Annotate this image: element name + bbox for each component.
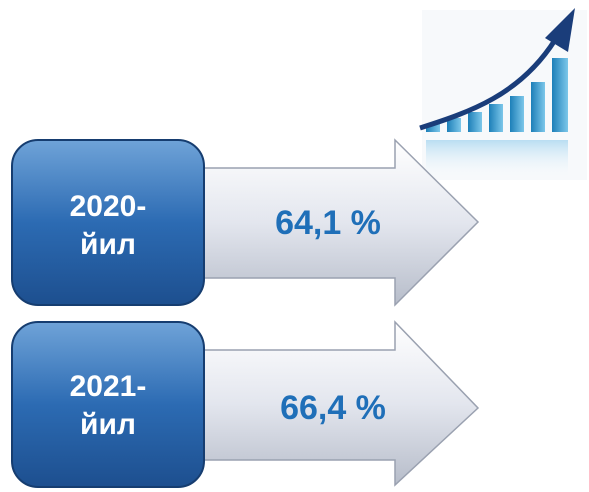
value: 64,1 % — [275, 204, 381, 242]
year: 2021- — [70, 370, 147, 403]
year-box — [11, 139, 205, 306]
unit: йил — [80, 228, 136, 261]
value: 66,4 % — [280, 389, 386, 427]
row: 2020- йил 64,1 % — [11, 138, 480, 307]
arrow — [194, 138, 480, 307]
arrow — [194, 320, 480, 487]
unit: йил — [80, 408, 136, 441]
row: 2021- йил 66,4 % — [11, 320, 480, 488]
growth-icon — [419, 8, 587, 180]
year: 2020- — [70, 190, 147, 223]
year-box — [11, 321, 205, 488]
